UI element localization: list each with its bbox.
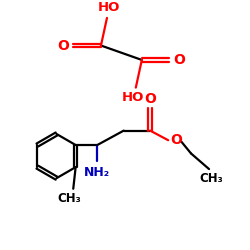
- Text: O: O: [145, 92, 156, 106]
- Text: O: O: [170, 133, 182, 147]
- Text: HO: HO: [98, 1, 120, 14]
- Text: CH₃: CH₃: [200, 172, 223, 185]
- Text: O: O: [174, 53, 186, 67]
- Text: HO: HO: [122, 91, 144, 104]
- Text: O: O: [57, 38, 69, 52]
- Text: NH₂: NH₂: [84, 166, 110, 179]
- Text: CH₃: CH₃: [57, 192, 81, 205]
